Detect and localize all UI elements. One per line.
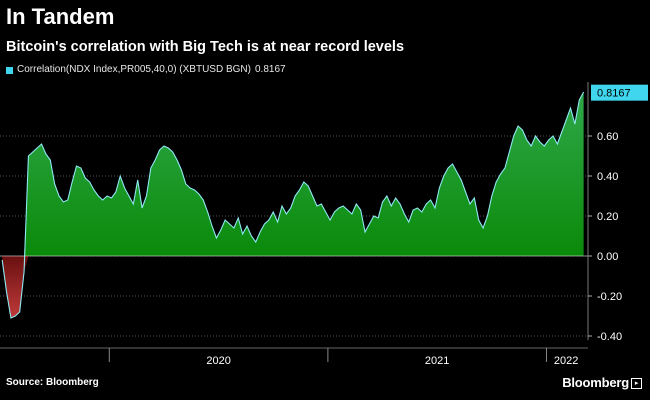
legend-swatch <box>6 66 13 74</box>
play-icon: ▸ <box>631 378 642 390</box>
last-value-badge <box>591 84 648 101</box>
y-tick-label-5: 0.60 <box>597 131 618 143</box>
y-tick-label-2: 0.00 <box>597 251 618 263</box>
source-label: Source: Bloomberg <box>6 377 99 388</box>
y-tick-label-1: -0.20 <box>597 291 622 303</box>
last-value-label: 0.8167 <box>597 88 631 100</box>
negative-area <box>2 256 584 318</box>
y-tick-label-0: -0.40 <box>597 331 622 343</box>
legend-label: Correlation(NDX Index,PR005,40,0) (XBTUS… <box>17 64 251 75</box>
y-tick-label-4: 0.40 <box>597 171 618 183</box>
brand-logo: Bloomberg ▸ <box>562 375 642 390</box>
brand-name: Bloomberg <box>562 375 629 390</box>
series-line <box>1 91 585 319</box>
x-tick-label-0: 2020 <box>206 355 230 367</box>
chart-subtitle: Bitcoin's correlation with Big Tech is a… <box>6 39 405 55</box>
legend-value: 0.8167 <box>254 64 286 75</box>
x-tick-label-1: 2021 <box>425 355 449 367</box>
y-tick-label-3: 0.20 <box>597 211 618 223</box>
x-tick-label-2: 2022 <box>554 355 578 367</box>
positive-area <box>2 92 584 256</box>
chart-title: In Tandem <box>6 4 115 29</box>
legend: Correlation(NDX Index,PR005,40,0) (XBTUS… <box>6 64 286 76</box>
